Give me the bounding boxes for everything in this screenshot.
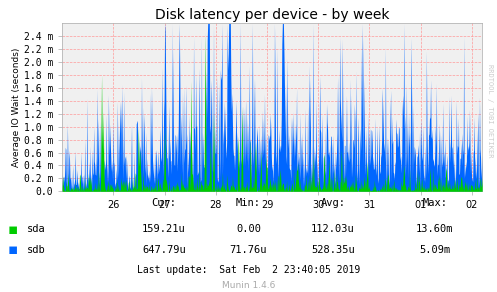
- Text: 647.79u: 647.79u: [142, 245, 186, 255]
- Text: Min:: Min:: [236, 198, 261, 208]
- Text: Cur:: Cur:: [152, 198, 176, 208]
- Text: sdb: sdb: [27, 245, 46, 255]
- Text: 528.35u: 528.35u: [311, 245, 355, 255]
- Title: Disk latency per device - by week: Disk latency per device - by week: [155, 8, 389, 22]
- Text: Munin 1.4.6: Munin 1.4.6: [222, 281, 275, 290]
- Text: 13.60m: 13.60m: [416, 224, 454, 234]
- Text: Last update:  Sat Feb  2 23:40:05 2019: Last update: Sat Feb 2 23:40:05 2019: [137, 265, 360, 275]
- Text: Max:: Max:: [422, 198, 447, 208]
- Text: 0.00: 0.00: [236, 224, 261, 234]
- Y-axis label: Average IO Wait (seconds): Average IO Wait (seconds): [12, 48, 21, 167]
- Text: ▪: ▪: [7, 242, 18, 257]
- Text: 112.03u: 112.03u: [311, 224, 355, 234]
- Text: Avg:: Avg:: [321, 198, 345, 208]
- Text: 5.09m: 5.09m: [419, 245, 450, 255]
- Text: 159.21u: 159.21u: [142, 224, 186, 234]
- Text: ▪: ▪: [7, 222, 18, 237]
- Text: 71.76u: 71.76u: [230, 245, 267, 255]
- Text: sda: sda: [27, 224, 46, 234]
- Text: RRDTOOL / TOBI OETIKER: RRDTOOL / TOBI OETIKER: [487, 64, 493, 158]
